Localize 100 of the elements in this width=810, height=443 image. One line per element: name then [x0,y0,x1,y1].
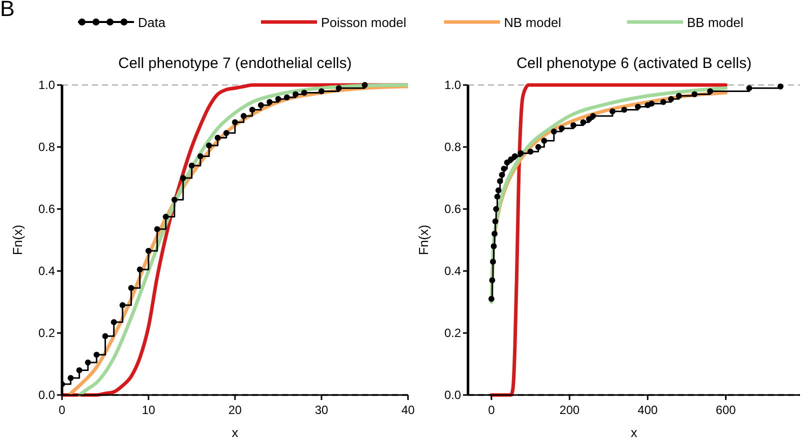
point [634,104,641,110]
point [136,266,143,272]
point [223,130,230,136]
point [498,172,505,178]
point [488,296,494,302]
x-tick-label: 20 [228,403,242,417]
y-tick-label: 0.6 [444,202,462,216]
point [68,374,74,381]
x-tick-label: 0 [58,403,66,417]
y-tick-label: 0.0 [444,388,462,402]
point [692,91,698,98]
y-tick-label: 0.4 [444,264,462,278]
point [495,187,502,194]
point [490,258,496,265]
x-tick-label: 10 [142,403,156,417]
point [535,144,542,150]
point [490,243,497,250]
point [197,153,204,160]
point [318,88,324,94]
point [550,128,557,134]
point [84,359,91,366]
point [512,153,518,160]
point [489,277,496,284]
point [76,367,82,374]
y-tick-label: 0.0 [38,388,56,402]
point [500,166,507,172]
x-tick-label: 400 [638,403,658,417]
x-tick-label: 200 [560,403,580,417]
point [240,113,247,119]
point [668,96,674,102]
legend-label: BB model [687,15,744,30]
point [110,319,117,326]
point [648,100,655,107]
line-series [490,83,728,397]
y-axis-title: Fn(x) [416,224,431,256]
point [162,214,169,220]
point [258,102,264,108]
point [707,88,714,94]
point [610,108,616,114]
point [570,122,576,128]
point [249,106,256,113]
point [492,230,498,237]
x-tick-label: 30 [314,403,328,417]
x-axis-title: x [630,425,638,440]
y-tick-label: 1.0 [444,78,462,92]
legend-label: NB model [504,15,562,30]
legend-label: Poisson model [321,15,406,30]
point [493,206,500,212]
y-tick-label: 0.2 [444,326,462,340]
point [586,116,592,122]
point [746,85,752,92]
point [171,196,178,203]
point [232,119,238,126]
point [102,333,108,340]
chart-title: Cell phenotype 6 (activated B cells) [516,55,752,72]
point [180,175,186,181]
point [527,148,534,155]
y-tick-label: 1.0 [38,78,56,92]
point [266,99,273,106]
point [214,134,221,141]
point [660,99,666,106]
point [362,82,368,88]
point [541,138,548,144]
point [128,285,134,292]
point [676,92,682,99]
point [206,142,212,148]
y-tick-label: 0.2 [38,326,56,340]
point [590,113,596,119]
point [94,352,100,358]
y-tick-label: 0.8 [38,140,56,154]
point [284,94,290,100]
point [621,106,628,113]
point [275,96,282,102]
y-tick-label: 0.6 [38,202,56,216]
point [580,119,586,126]
point [120,302,126,308]
x-tick-label: 600 [716,403,736,417]
point [494,194,500,200]
point [508,156,514,162]
point [497,178,504,184]
legend-label: Data [138,15,166,30]
point [504,160,510,166]
x-tick-label: 40 [401,403,415,417]
point [336,85,342,92]
point [301,90,308,96]
chart-title: Cell phenotype 7 (endothelial cells) [118,55,352,72]
point [518,150,524,156]
text: B [0,0,15,21]
x-tick-label: 0 [488,403,496,417]
point [292,91,299,98]
y-tick-label: 0.4 [38,264,56,278]
point [188,162,195,169]
point [558,125,565,132]
point [777,84,784,90]
x-axis-title: x [232,425,239,440]
point [154,226,160,232]
y-axis-title: Fn(x) [10,224,25,256]
point [146,248,152,254]
point [492,218,498,224]
y-tick-label: 0.8 [444,140,462,154]
